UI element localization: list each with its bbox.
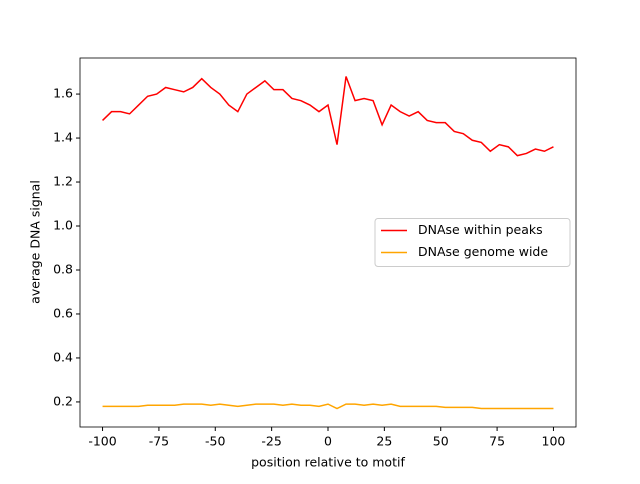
x-tick-label: 25 xyxy=(376,434,392,449)
legend-box xyxy=(374,218,571,267)
x-tick-label: 0 xyxy=(324,434,332,449)
x-tick-label: -75 xyxy=(149,434,169,449)
legend-label: DNAse within peaks xyxy=(418,222,543,237)
y-tick-label: 1.4 xyxy=(53,130,73,145)
x-tick-label: -100 xyxy=(88,434,116,449)
legend-label: DNAse genome wide xyxy=(418,244,548,259)
y-tick-label: 0.8 xyxy=(53,261,73,276)
y-tick-label: 0.6 xyxy=(53,305,73,320)
y-tick-label: 1.0 xyxy=(53,218,73,233)
series-line xyxy=(102,403,554,410)
y-tick-label: 0.4 xyxy=(53,349,73,364)
x-tick-label: -50 xyxy=(205,434,225,449)
x-tick-label: -25 xyxy=(261,434,281,449)
series-line xyxy=(102,76,554,157)
y-tick-label: 0.2 xyxy=(53,393,73,408)
x-tick-label: 75 xyxy=(489,434,505,449)
x-axis-label: position relative to motif xyxy=(251,455,405,470)
plot-frame xyxy=(79,57,577,428)
y-tick-label: 1.6 xyxy=(53,86,73,101)
x-tick-label: 100 xyxy=(542,434,566,449)
y-axis-label: average DNA signal xyxy=(28,180,43,304)
x-tick-label: 50 xyxy=(433,434,449,449)
y-tick-label: 1.2 xyxy=(53,174,73,189)
